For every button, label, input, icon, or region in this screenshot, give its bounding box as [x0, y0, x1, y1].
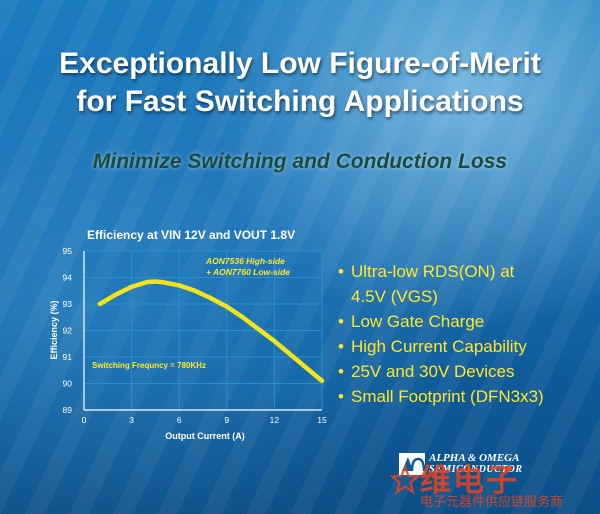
feature-item: • Small Footprint (DFN3x3)	[338, 384, 544, 409]
feature-text: High Current Capability	[351, 337, 527, 356]
feature-text: Small Footprint (DFN3x3)	[351, 387, 544, 406]
feature-item: • High Current Capability	[338, 334, 544, 359]
chart-grid	[83, 250, 323, 411]
banner-subtitle: Minimize Switching and Conduction Loss	[92, 150, 508, 173]
logo-text: ALPHA & OMEGA SEMICONDUCTOR	[429, 452, 523, 476]
y-tick-label: 93	[63, 299, 73, 309]
switching-frequency-annotation: Switching Frequncy = 780KHz	[92, 361, 206, 370]
y-tick-label: 94	[63, 273, 73, 283]
feature-item: • 25V and 30V Devices	[338, 359, 544, 384]
feature-list: • Ultra-low RDS(ON) at 4.5V (VGS) • Low Ga…	[338, 259, 544, 409]
watermark-brand: 维电子	[389, 455, 519, 500]
efficiency-series-line	[97, 279, 325, 384]
x-tick-label: 12	[270, 415, 280, 425]
logo-line2: SEMICONDUCTOR	[429, 464, 523, 475]
watermark-brand-text: 维电子	[420, 463, 519, 498]
watermark-tagline: 电子元器件供应链服务商	[420, 494, 564, 509]
x-tick-label: 6	[177, 415, 182, 425]
y-tick-label: 89	[63, 405, 73, 415]
bullet-dot-icon: •	[338, 337, 344, 356]
y-tick-label: 91	[63, 352, 73, 362]
feature-text: Low Gate Charge	[351, 312, 485, 331]
banner-title-line2: for Fast Switching Applications	[76, 85, 524, 118]
x-tick-label: 9	[224, 415, 229, 425]
feature-item: • Ultra-low RDS(ON) at	[338, 259, 544, 284]
banner-title: Exceptionally Low Figure-of-Merit for Fa…	[0, 45, 600, 121]
chart-ticks: 89 90 91 92 93 94 95 0 3 6 9 12 15	[63, 246, 327, 425]
device-annotation-line1: AON7536 High-side	[205, 256, 285, 266]
y-tick-label: 90	[63, 379, 73, 389]
chart-title: Efficiency at VIN 12V and VOUT 1.8V	[87, 228, 296, 242]
x-tick-label: 0	[82, 415, 87, 425]
y-tick-label: 92	[63, 326, 73, 336]
feature-text: Ultra-low RDS(ON) at	[351, 262, 515, 281]
y-axis-label: Efficiency (%)	[49, 300, 59, 359]
y-tick-label: 95	[63, 246, 73, 256]
x-tick-label: 15	[317, 415, 327, 425]
bullet-dot-icon: •	[338, 387, 344, 406]
x-tick-label: 3	[129, 415, 134, 425]
logo-line1: ALPHA & OMEGA	[429, 452, 520, 464]
watermark-star-icon	[389, 463, 421, 495]
bullet-dot-icon: •	[338, 362, 344, 381]
device-annotation-line2: + AON7760 Low-side	[206, 267, 290, 277]
feature-text: 25V and 30V Devices	[351, 362, 515, 381]
x-axis-label: Output Current (A)	[165, 431, 244, 441]
bullet-dot-icon: •	[338, 312, 344, 331]
feature-item-continuation: 4.5V (VGS)	[338, 284, 544, 309]
bullet-dot-icon: •	[338, 262, 344, 281]
banner-title-line1: Exceptionally Low Figure-of-Merit	[59, 47, 541, 80]
feature-item: • Low Gate Charge	[338, 309, 544, 334]
feature-text: 4.5V (VGS)	[351, 287, 438, 306]
